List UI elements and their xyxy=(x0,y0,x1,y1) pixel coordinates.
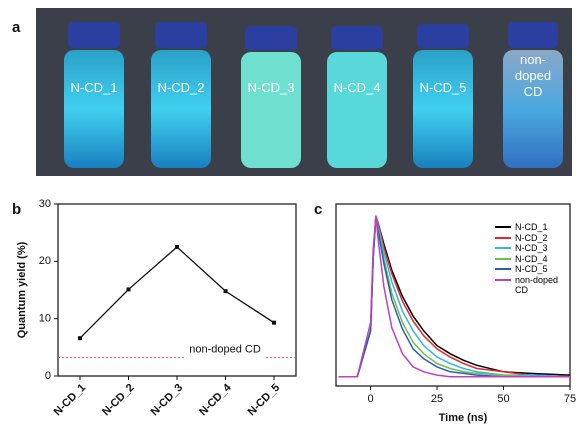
x-tick-label: N-CD_3 xyxy=(149,382,186,419)
data-point xyxy=(175,245,179,249)
photo-background xyxy=(36,8,572,176)
vial-label: N-CD_2 xyxy=(157,80,205,95)
legend-swatch xyxy=(495,268,511,270)
data-point xyxy=(272,320,276,325)
vial xyxy=(64,22,124,168)
y-tick-label: 0 xyxy=(45,370,51,382)
x-tick-label: N-CD_1 xyxy=(52,382,89,419)
data-point xyxy=(126,287,131,292)
legend-entry: N-CD_4 xyxy=(495,254,563,265)
panel-label: a xyxy=(12,19,21,36)
legend-label: non-doped CD xyxy=(515,274,559,296)
legend-swatch xyxy=(495,257,511,260)
vial-label: N-CD_5 xyxy=(419,80,467,95)
panel-label: c xyxy=(314,201,322,218)
vial xyxy=(327,26,387,168)
vial-label: non-doped CD xyxy=(514,52,552,99)
legend-swatch xyxy=(495,226,511,228)
decay-curve xyxy=(338,215,570,378)
vial-label: N-CD_1 xyxy=(70,80,118,95)
x-tick-label: N-CD_2 xyxy=(100,382,137,419)
vial xyxy=(503,22,563,168)
legend-swatch xyxy=(495,247,511,249)
reference-label-bg xyxy=(186,356,264,359)
y-tick-label: 30 xyxy=(39,198,51,210)
y-tick-label: 20 xyxy=(39,255,51,267)
legend-label: N-CD_5 xyxy=(515,264,548,274)
x-tick-label: 50 xyxy=(497,393,509,405)
x-axis-label: Time (ns) xyxy=(439,412,488,424)
legend-entry: N-CD_1 xyxy=(495,222,563,233)
legend-entry: N-CD_2 xyxy=(495,233,563,244)
y-axis-label: Quantum yield (%) xyxy=(16,241,28,338)
panel-label: b xyxy=(12,201,21,218)
data-line xyxy=(79,246,275,339)
legend-label: N-CD_1 xyxy=(515,222,548,232)
vial-label: N-CD_3 xyxy=(247,80,295,95)
y-tick-label: 10 xyxy=(39,313,51,325)
legend-label: N-CD_4 xyxy=(515,253,548,264)
legend-entry: N-CD_5 xyxy=(495,264,563,275)
x-tick-label: 0 xyxy=(368,393,374,405)
vial xyxy=(241,26,301,168)
vial xyxy=(151,22,211,168)
vial-label: N-CD_4 xyxy=(333,80,381,95)
data-point xyxy=(223,289,228,294)
x-tick-label: N-CD_5 xyxy=(246,382,283,419)
reference-label: non-doped CD xyxy=(189,344,261,356)
legend-swatch xyxy=(495,236,511,239)
legend-label: N-CD_2 xyxy=(515,232,548,243)
x-tick-label: 75 xyxy=(564,393,576,405)
plot-frame xyxy=(335,203,571,387)
x-tick-label: 25 xyxy=(431,393,443,405)
legend-swatch xyxy=(495,278,511,281)
x-tick-label: N-CD_4 xyxy=(197,381,234,418)
vial xyxy=(413,24,473,168)
legend-entry: N-CD_3 xyxy=(495,243,563,254)
legend: N-CD_1 N-CD_2 N-CD_3 N-CD_4 N-CD_5 non-doped … xyxy=(495,222,563,296)
legend-label: N-CD_3 xyxy=(515,243,548,253)
vials xyxy=(64,22,563,168)
data-point xyxy=(78,336,82,341)
legend-entry: non-doped CD xyxy=(495,275,563,296)
